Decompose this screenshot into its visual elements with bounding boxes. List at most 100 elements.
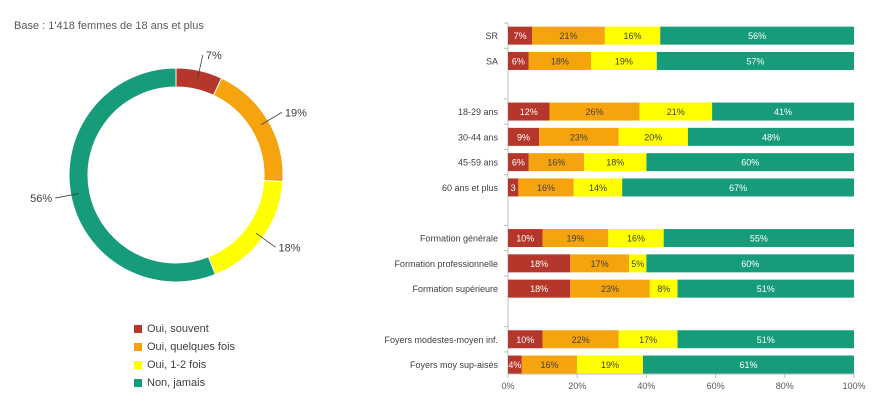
bar-value-label: 23%: [570, 132, 588, 142]
bar-segment-souvent: [508, 51, 529, 70]
legend-swatch-une-deux: [134, 361, 142, 369]
donut-label-souvent: 7%: [206, 50, 222, 62]
category-label: 45-59 ans: [458, 158, 499, 168]
bar-segment-jamais: [677, 330, 854, 349]
donut-leader-une_deux: [255, 232, 276, 248]
x-tick-label: 0%: [501, 381, 514, 391]
bar-segment-quelques: [528, 153, 585, 172]
bar-segment-jamais: [646, 254, 854, 273]
bar-segment-quelques: [521, 355, 578, 374]
bar-segment-jamais: [712, 102, 854, 121]
bar-value-label: 16%: [547, 158, 565, 168]
bar-segment-quelques: [518, 178, 574, 197]
donut-leader-jamais: [55, 193, 79, 199]
bar-segment-une_deux: [591, 51, 657, 70]
category-label: SA: [486, 56, 498, 66]
bar-segment-une_deux: [618, 330, 678, 349]
bar-segment-une_deux: [629, 254, 647, 273]
bar-value-label: 57%: [746, 56, 764, 66]
category-label: Formation professionnelle: [394, 259, 498, 269]
bar-segment-quelques: [570, 279, 650, 298]
bar-value-label: 41%: [774, 107, 792, 117]
bar-value-label: 21%: [667, 107, 685, 117]
bar-segment-jamais: [687, 127, 854, 146]
legend-item-jamais: Non, jamais: [134, 374, 235, 392]
bar-value-label: 60%: [741, 158, 759, 168]
bar-segment-jamais: [656, 51, 854, 70]
legend-swatch-quelques: [134, 343, 142, 351]
bar-value-label: 60%: [741, 259, 759, 269]
bar-value-label: 7%: [514, 31, 527, 41]
bar-value-label: 56%: [748, 31, 766, 41]
bar-segment-une_deux: [649, 279, 678, 298]
bar-value-label: 12%: [520, 107, 538, 117]
x-tick-label: 20%: [568, 381, 586, 391]
bar-value-label: 9%: [517, 132, 530, 142]
bar-segment-jamais: [660, 26, 854, 45]
bar-value-label: 51%: [757, 284, 775, 294]
bar-segment-souvent: [508, 153, 529, 172]
legend-label-souvent: Oui, souvent: [147, 323, 209, 335]
bar-segment-jamais: [646, 153, 854, 172]
x-tick-label: 100%: [842, 381, 865, 391]
legend-item-souvent: Oui, souvent: [134, 320, 235, 338]
bar-segment-souvent: [508, 178, 519, 197]
bar-segment-une_deux: [573, 178, 623, 197]
bar-value-label: 8%: [657, 284, 670, 294]
category-label: Formation générale: [420, 234, 498, 244]
bar-value-label: 18%: [530, 259, 548, 269]
base-note: Base : 1'418 femmes de 18 ans et plus: [14, 20, 204, 32]
bar-segment-souvent: [508, 330, 543, 349]
category-label: 30-44 ans: [458, 132, 499, 142]
bar-segment-quelques: [549, 102, 640, 121]
bar-value-label: 16%: [627, 234, 645, 244]
bar-value-label: 16%: [541, 360, 559, 370]
bar-segment-souvent: [508, 254, 571, 273]
bar-value-label: 21%: [560, 31, 578, 41]
bar-segment-une_deux: [639, 102, 713, 121]
bar-segment-quelques: [542, 330, 619, 349]
bar-value-label: 55%: [750, 234, 768, 244]
donut-slice-jamais: [68, 67, 217, 283]
bar-segment-une_deux: [608, 229, 664, 248]
x-tick-label: 40%: [637, 381, 655, 391]
bar-segment-jamais: [663, 229, 854, 248]
x-tick-label: 60%: [707, 381, 725, 391]
bar-value-label: 23%: [601, 284, 619, 294]
bar-segment-quelques: [532, 26, 605, 45]
category-label: 60 ans et plus: [442, 183, 499, 193]
bar-segment-jamais: [677, 279, 854, 298]
donut-label-quelques: 19%: [285, 107, 307, 119]
bar-value-label: 19%: [566, 234, 584, 244]
bar-value-label: 16%: [624, 31, 642, 41]
bar-value-label: 14%: [589, 183, 607, 193]
bar-segment-souvent: [508, 102, 550, 121]
legend-item-quelques: Oui, quelques fois: [134, 338, 235, 356]
bar-segment-souvent: [508, 26, 533, 45]
category-label: Foyers modestes-moyen inf.: [384, 335, 498, 345]
bar-value-label: 48%: [762, 132, 780, 142]
bar-value-label: 6%: [512, 56, 525, 66]
legend-item-une-deux: Oui, 1-2 fois: [134, 356, 235, 374]
category-label: SR: [485, 31, 498, 41]
bar-segment-une_deux: [618, 127, 688, 146]
bar-segment-quelques: [539, 127, 619, 146]
donut-leader-souvent: [197, 54, 204, 79]
category-label: 18-29 ans: [458, 107, 499, 117]
bar-value-label: 22%: [572, 335, 590, 345]
bar-segment-une_deux: [577, 355, 643, 374]
legend-swatch-jamais: [134, 379, 142, 387]
donut-label-une_deux: 18%: [279, 242, 301, 254]
bar-segment-quelques: [542, 229, 609, 248]
bar-value-label: 17%: [639, 335, 657, 345]
donut-chart: 7% 19% 18% 56%: [30, 50, 307, 283]
bar-segment-souvent: [508, 355, 522, 374]
bar-segment-souvent: [508, 279, 571, 298]
bar-value-label: 16%: [537, 183, 555, 193]
legend-label-jamais: Non, jamais: [147, 377, 206, 389]
bar-value-label: 6%: [512, 158, 525, 168]
bar-value-label: 10%: [516, 234, 534, 244]
bar-value-label: 26%: [585, 107, 603, 117]
bar-value-label: 18%: [530, 284, 548, 294]
bar-value-label: 4%: [508, 360, 521, 370]
